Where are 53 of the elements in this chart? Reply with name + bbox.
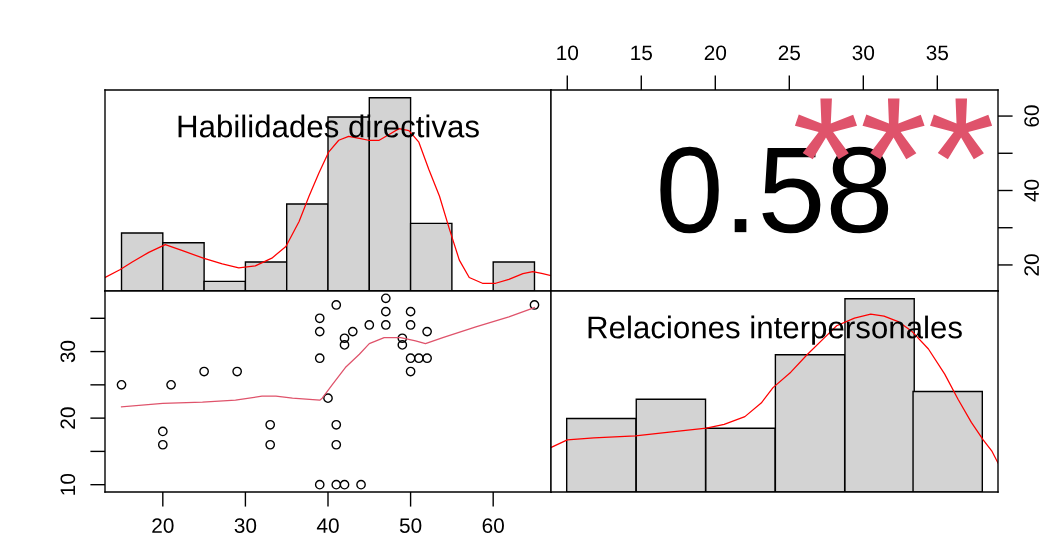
point [331, 439, 342, 450]
point [314, 353, 325, 364]
point [339, 333, 350, 344]
point [405, 306, 416, 317]
point [380, 306, 391, 317]
y-tick-label: 20 [60, 407, 76, 429]
point [265, 419, 276, 430]
point [380, 320, 391, 330]
x-tick-label: 15 [631, 45, 652, 61]
point [314, 326, 325, 337]
y-tick-label: 30 [60, 340, 76, 363]
point [397, 340, 408, 350]
point [157, 439, 168, 450]
point [413, 353, 424, 364]
x-tick-label: 35 [926, 45, 949, 61]
point [339, 340, 350, 350]
x-tick-label: 30 [234, 518, 257, 533]
y-tick-label: 60 [1024, 105, 1039, 127]
x-tick-label: 30 [852, 45, 875, 61]
point [314, 479, 325, 490]
point [199, 366, 209, 377]
point [356, 479, 366, 490]
y-tick-label: 40 [1024, 179, 1039, 202]
y-tick-label: 20 [1024, 254, 1039, 276]
x-tick-label: 25 [778, 45, 801, 61]
point [405, 320, 416, 330]
point [265, 439, 276, 450]
y-tick-label: 10 [60, 473, 76, 495]
x-tick-label: 50 [399, 518, 422, 533]
point [314, 313, 325, 324]
point [157, 426, 168, 437]
point [347, 326, 358, 337]
point [397, 333, 408, 344]
point [405, 353, 416, 364]
x-tick-label: 20 [704, 45, 727, 61]
point [422, 353, 432, 364]
point [331, 419, 342, 430]
point [323, 393, 333, 404]
x-tick-label: 20 [152, 518, 174, 533]
point [529, 300, 540, 310]
point [331, 479, 342, 490]
point [166, 379, 176, 390]
x-tick-label: 10 [557, 45, 579, 61]
point [232, 366, 243, 377]
point [364, 320, 375, 330]
point [422, 326, 432, 337]
point [405, 366, 416, 377]
x-tick-label: 40 [316, 518, 339, 533]
point [380, 293, 391, 304]
point [331, 300, 342, 310]
point [116, 379, 127, 390]
x-tick-label: 60 [482, 518, 504, 533]
point [339, 479, 350, 490]
